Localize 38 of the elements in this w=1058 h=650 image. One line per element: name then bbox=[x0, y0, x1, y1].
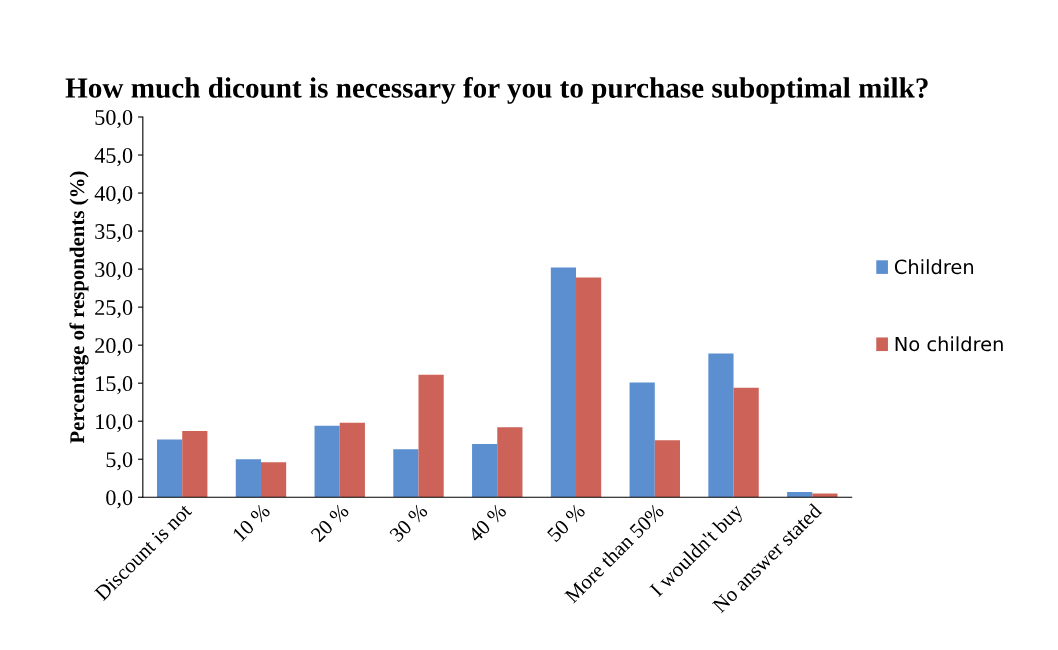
x-tick-label: 50 % bbox=[546, 503, 586, 543]
bar bbox=[339, 422, 365, 498]
y-tick-label: 10,0 bbox=[96, 414, 133, 433]
y-tick-label: 0,0 bbox=[106, 490, 133, 509]
bar bbox=[472, 444, 498, 498]
bar bbox=[576, 277, 602, 498]
bar bbox=[812, 493, 838, 498]
bar bbox=[733, 387, 759, 498]
bar bbox=[393, 449, 419, 498]
bar bbox=[787, 491, 813, 498]
legend-label: Children bbox=[894, 259, 974, 275]
y-tick-label: 25,0 bbox=[95, 300, 133, 319]
y-tick-label: 5,0 bbox=[106, 452, 133, 471]
y-tick-label: 50,0 bbox=[95, 109, 133, 129]
bar bbox=[314, 425, 340, 498]
x-tick-label: 40 % bbox=[467, 503, 508, 543]
y-tick-label: 30,0 bbox=[95, 262, 133, 281]
y-axis-title: Percentage of respondents (%) bbox=[69, 171, 89, 444]
y-tick-label: 45,0 bbox=[94, 147, 133, 167]
bar bbox=[708, 353, 734, 498]
chart-title: How much dicount is necessary for you to purchase suboptimal milk? bbox=[65, 77, 928, 104]
bar bbox=[418, 374, 444, 498]
bar bbox=[629, 382, 655, 498]
bar bbox=[260, 462, 287, 498]
y-tick-label: 15,0 bbox=[96, 376, 133, 395]
bar bbox=[235, 459, 261, 498]
bar bbox=[157, 439, 183, 498]
bar bbox=[654, 440, 680, 498]
bar bbox=[550, 267, 577, 498]
bar bbox=[497, 427, 523, 498]
x-tick-label: 20 % bbox=[310, 503, 350, 543]
bar bbox=[182, 431, 208, 498]
y-tick-label: 20,0 bbox=[95, 338, 133, 357]
y-tick-label: 40,0 bbox=[94, 185, 133, 205]
y-tick-label: 35,0 bbox=[95, 224, 133, 243]
x-tick-label: 10 % bbox=[232, 503, 271, 542]
x-tick-label: 30 % bbox=[388, 503, 429, 543]
legend-label: No children bbox=[895, 336, 1003, 352]
